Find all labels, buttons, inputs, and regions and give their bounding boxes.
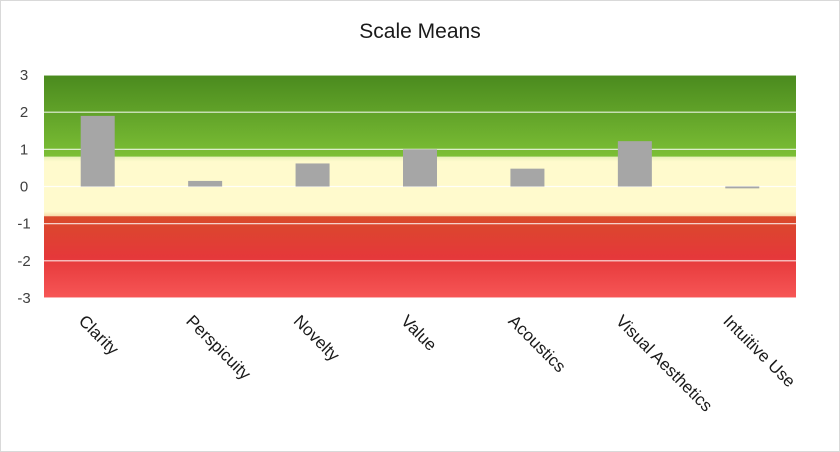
band-bad bbox=[44, 216, 796, 298]
x-category-label: Perspicuity bbox=[182, 311, 255, 384]
y-tick-label: -3 bbox=[17, 290, 30, 307]
chart-title: Scale Means bbox=[359, 20, 481, 43]
x-category-label: Clarity bbox=[75, 311, 123, 359]
x-category-label: Value bbox=[397, 311, 440, 354]
x-category-label: Acoustics bbox=[505, 311, 570, 376]
y-tick-label: 0 bbox=[20, 179, 28, 196]
x-category-label: Intuitive Use bbox=[719, 311, 799, 391]
bar bbox=[403, 149, 437, 187]
bar bbox=[188, 180, 223, 187]
bar bbox=[295, 163, 330, 187]
bar bbox=[617, 141, 652, 187]
x-category-label: Novelty bbox=[290, 311, 344, 365]
y-tick-label: -2 bbox=[17, 253, 30, 270]
bar bbox=[725, 186, 760, 189]
y-tick-label: -1 bbox=[17, 216, 30, 233]
y-tick-label: 3 bbox=[20, 67, 28, 84]
bar bbox=[510, 168, 545, 187]
x-category-label: Visual Aesthetics bbox=[612, 311, 716, 415]
y-tick-label: 1 bbox=[20, 141, 28, 158]
bar bbox=[80, 115, 115, 187]
y-tick-label: 2 bbox=[20, 104, 28, 121]
band-good bbox=[44, 75, 796, 157]
